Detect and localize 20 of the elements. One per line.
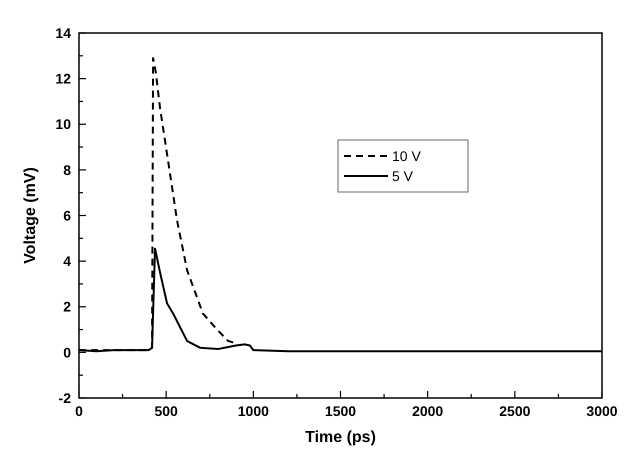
x-tick-label: 3000 (586, 403, 618, 419)
y-tick-label: -2 (58, 390, 72, 406)
y-tick-label: 4 (63, 253, 72, 270)
y-tick-label: 8 (63, 162, 72, 178)
x-tick-label: 2000 (412, 403, 444, 419)
y-tick-label: 0 (63, 344, 72, 360)
x-tick-label: 1500 (324, 403, 356, 419)
y-tick-label: 2 (63, 298, 72, 315)
y-tick-label: 12 (55, 70, 72, 87)
x-tick-label: 2500 (499, 403, 531, 419)
x-tick-label: 0 (75, 403, 84, 419)
legend-label: 10 V (392, 148, 422, 164)
y-tick-label: 14 (55, 24, 72, 41)
y-axis-title: Voltage (mV) (22, 167, 39, 264)
x-tick-label: 500 (154, 403, 178, 419)
y-tick-label: 6 (63, 207, 72, 224)
x-tick-label: 1000 (238, 403, 270, 419)
x-axis-title: Time (ps) (305, 429, 376, 446)
legend-label: 5 V (392, 168, 414, 184)
y-tick-label: 10 (55, 116, 72, 132)
